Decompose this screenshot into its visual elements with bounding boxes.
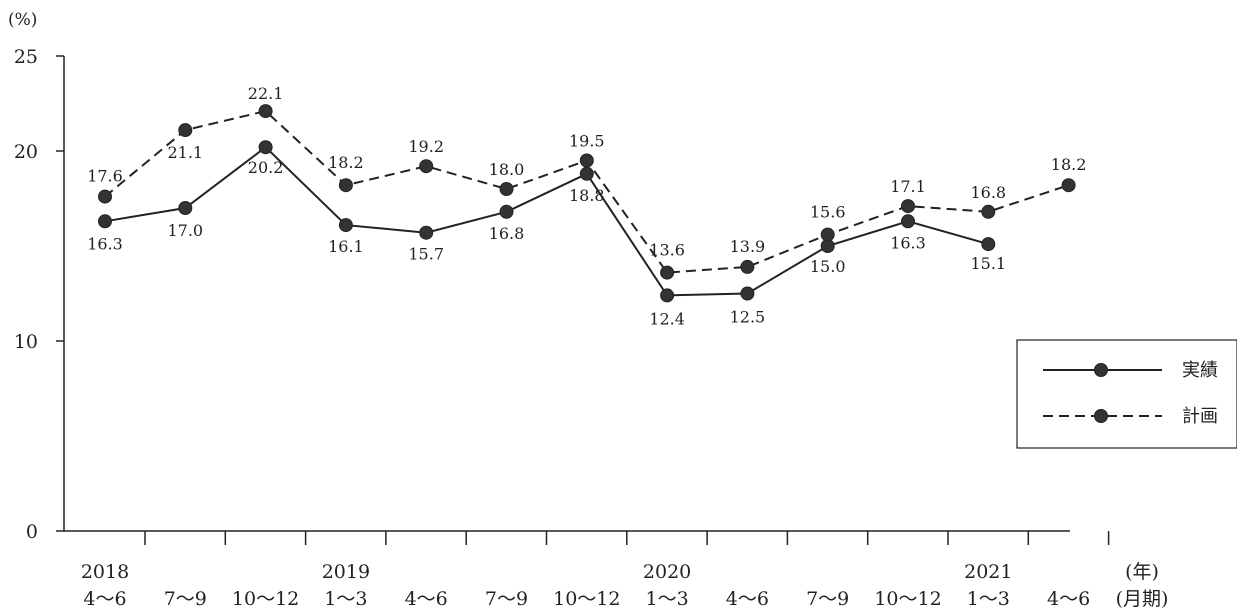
data-label-actual: 15.7	[408, 245, 444, 264]
x-tick-period-label: 7〜9	[485, 588, 528, 609]
legend-label-actual: 実績	[1182, 360, 1218, 381]
axes: (%) 0 10 20 25 2018 4〜6 7〜9 10〜12 2019 1〜3 4〜6 7〜9 10…	[8, 10, 1168, 609]
series-line-actual	[104, 145, 989, 297]
data-label-actual: 16.8	[489, 224, 525, 243]
series-markers	[98, 104, 1076, 303]
data-point-actual	[740, 286, 755, 301]
data-label-plan: 19.5	[569, 132, 605, 151]
data-point-actual	[258, 140, 273, 155]
x-tick-period-label: 10〜12	[553, 588, 620, 609]
data-point-plan	[820, 227, 835, 242]
x-tick-period-label: 4〜6	[1047, 588, 1090, 609]
data-label-plan: 13.9	[730, 237, 766, 256]
data-point-actual	[579, 166, 594, 181]
data-point-actual	[419, 225, 434, 240]
data-label-actual: 16.1	[328, 237, 364, 256]
data-point-actual	[178, 201, 193, 215]
x-tick-period-label: 1〜3	[324, 588, 367, 609]
legend-marker-actual	[1094, 363, 1108, 377]
data-label-actual: 15.1	[970, 254, 1006, 273]
data-point-plan	[338, 178, 353, 193]
data-point-plan	[98, 189, 112, 204]
x-tick-year-label: 2020	[643, 561, 691, 583]
legend-label-plan: 計画	[1182, 406, 1218, 427]
x-tick-period-label: 4〜6	[405, 588, 448, 609]
data-point-plan	[901, 199, 915, 214]
x-tick-year-label: 2018	[81, 561, 129, 583]
data-label-plan: 22.1	[248, 84, 284, 103]
x-axis-unit-period: (月期)	[1116, 588, 1169, 609]
data-point-plan	[178, 123, 193, 138]
data-point-actual	[499, 204, 514, 219]
data-label-plan: 18.2	[328, 153, 364, 172]
y-tick-label: 10	[14, 331, 38, 353]
data-point-plan	[740, 259, 755, 274]
x-tick-year-label: 2021	[964, 561, 1012, 583]
y-axis-unit: (%)	[8, 10, 37, 30]
data-label-plan: 17.6	[87, 167, 123, 186]
data-label-plan: 18.2	[1051, 155, 1087, 174]
data-label-actual: 16.3	[87, 234, 123, 253]
data-label-plan: 15.6	[810, 203, 846, 222]
x-tick-period-label: 4〜6	[83, 588, 126, 609]
data-label-actual: 18.8	[569, 186, 605, 205]
data-point-actual	[981, 237, 996, 252]
data-label-actual: 16.3	[890, 233, 926, 252]
x-axis-unit-year: (年)	[1125, 561, 1159, 583]
legend-marker-plan	[1094, 409, 1108, 423]
data-label-plan: 16.8	[970, 183, 1006, 202]
data-point-actual	[338, 218, 353, 233]
legend-box	[1016, 339, 1237, 449]
data-label-actual: 12.4	[649, 309, 685, 328]
x-tick-period-label: 7〜9	[806, 588, 849, 609]
data-label-actual: 20.2	[248, 158, 284, 177]
data-label-plan: 17.1	[890, 177, 926, 196]
y-tick-label: 25	[14, 46, 38, 68]
data-labels: 16.3 17.0 20.2 16.1 15.7 16.8 18.8 12.4 12.5 15.0…	[87, 84, 1086, 328]
data-point-plan	[499, 182, 514, 196]
data-point-plan	[1061, 178, 1076, 193]
data-point-plan	[419, 159, 434, 174]
data-point-plan	[579, 153, 594, 168]
data-point-actual	[901, 214, 915, 229]
data-point-plan	[981, 204, 996, 219]
data-label-actual: 15.0	[810, 257, 846, 276]
x-tick-period-label: 1〜3	[646, 588, 689, 609]
x-tick-period-label: 4〜6	[726, 588, 769, 609]
x-tick-period-label: 10〜12	[232, 588, 299, 609]
data-point-actual	[660, 288, 675, 303]
x-tick-period-label: 10〜12	[874, 588, 941, 609]
data-label-plan: 18.0	[489, 160, 525, 179]
y-tick-label: 0	[26, 521, 38, 543]
data-point-plan	[258, 104, 273, 119]
data-point-plan	[660, 265, 675, 280]
data-label-actual: 17.0	[167, 221, 203, 240]
data-point-actual	[98, 214, 112, 229]
data-label-plan: 21.1	[167, 143, 203, 162]
x-tick-period-label: 1〜3	[967, 588, 1010, 609]
x-tick-year-label: 2019	[322, 561, 370, 583]
data-label-actual: 12.5	[730, 308, 766, 327]
x-tick-period-label: 7〜9	[164, 588, 207, 609]
y-tick-label: 20	[14, 141, 38, 163]
data-label-plan: 13.6	[649, 241, 685, 260]
data-label-plan: 19.2	[408, 137, 444, 156]
